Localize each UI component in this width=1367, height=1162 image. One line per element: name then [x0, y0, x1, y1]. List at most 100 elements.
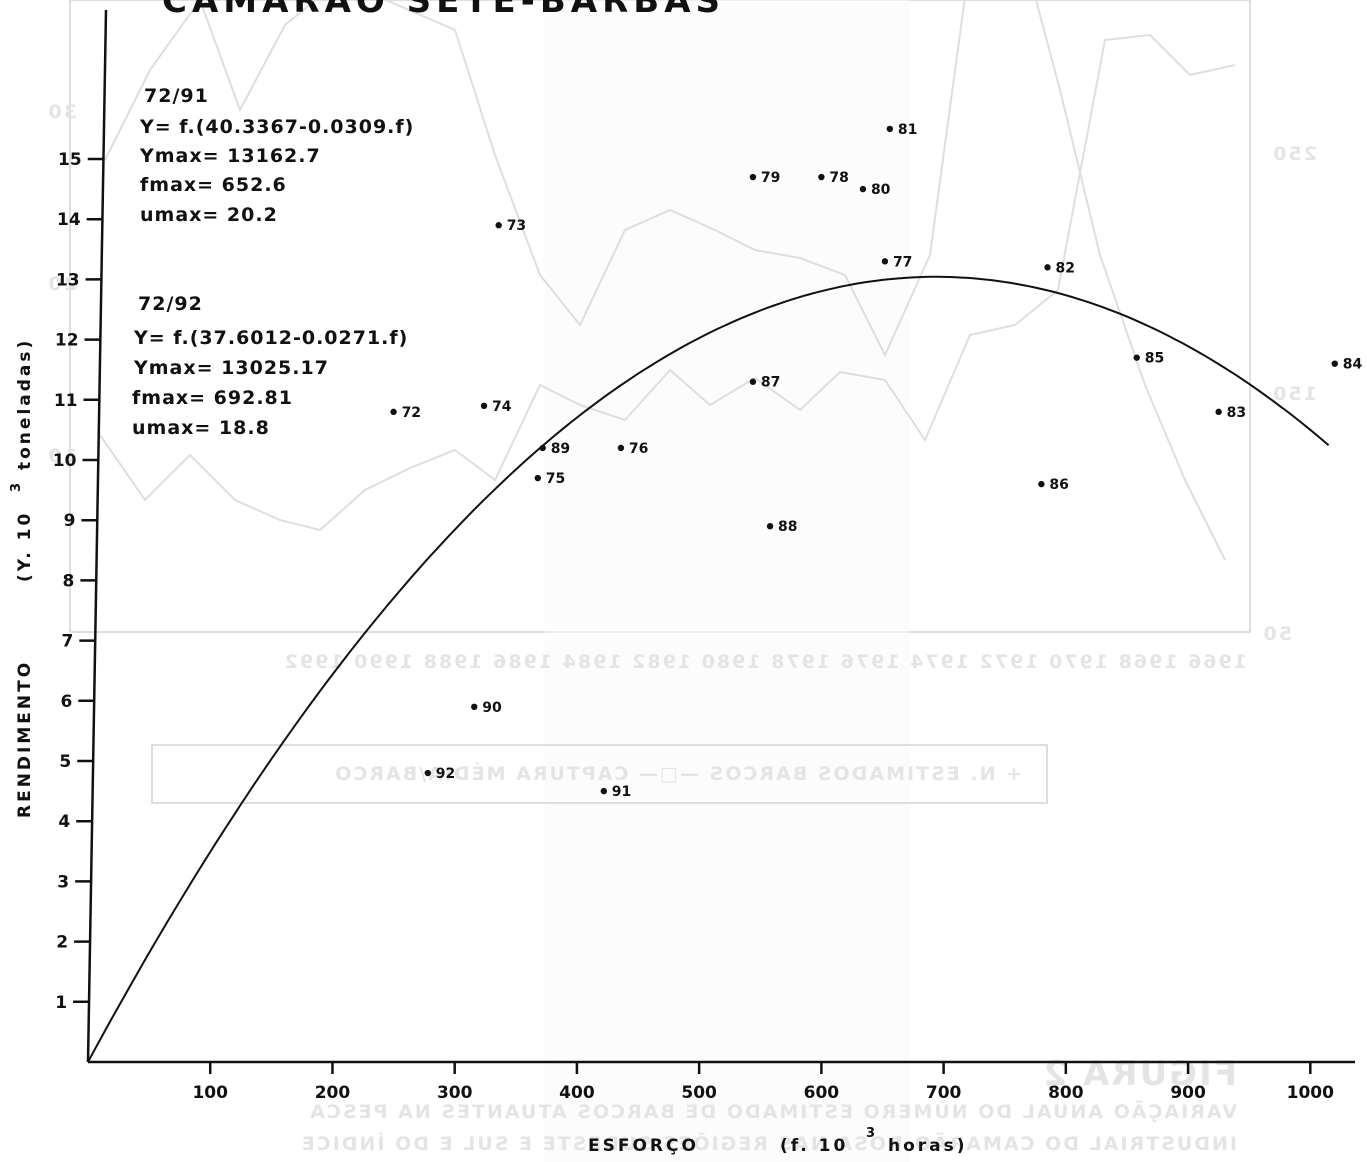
y-tick-label: 5	[59, 752, 71, 772]
data-point-88: 88	[766, 519, 798, 535]
point-label: 91	[612, 784, 631, 800]
point-label: 73	[507, 218, 526, 234]
model-umax: umax= 20.2	[140, 204, 278, 226]
model-equation: Y= f.(37.6012-0.0271.f)	[133, 327, 408, 349]
point-marker	[1331, 360, 1338, 367]
ghost-caption-title: FIGURA 2	[1042, 1054, 1237, 1094]
x-tick-label: 400	[559, 1083, 595, 1103]
point-label: 77	[893, 254, 912, 270]
point-label: 85	[1145, 351, 1164, 367]
data-point-86: 86	[1038, 477, 1069, 493]
ghost-band	[545, 0, 910, 1162]
y-tick-label: 13	[56, 270, 80, 290]
y-tick-label: 8	[63, 571, 75, 591]
data-point-79: 79	[749, 170, 780, 186]
x-axis-label-tail: horas)	[888, 1136, 968, 1156]
point-label: 82	[1056, 260, 1075, 276]
y-tick-label: 1	[55, 993, 67, 1013]
point-marker	[749, 173, 757, 181]
data-point-72: 72	[390, 405, 421, 421]
y-axis-label-unit: (Y. 10	[15, 511, 35, 582]
point-marker	[424, 769, 431, 777]
fitted-yield-curve	[87, 275, 1330, 1063]
model-ymax: Ymax= 13025.17	[133, 357, 329, 379]
point-marker	[617, 444, 625, 452]
point-label: 78	[829, 170, 848, 186]
data-point-77: 77	[881, 254, 912, 270]
point-label: 76	[629, 441, 648, 457]
x-tick-label: 300	[437, 1083, 473, 1103]
point-label: 72	[402, 405, 421, 421]
point-label: 92	[436, 766, 455, 782]
ghost-caption-line2: INDUSTRIAL DO CAMARÃO-ROSA NAS REGIÕES S…	[300, 1131, 1237, 1155]
y-axis-label-exp: 3	[9, 480, 24, 492]
x-axis-label: ESFORÇO (f. 10 3 horas)	[588, 1126, 968, 1156]
model-equation: Y= f.(40.3367-0.0309.f)	[139, 116, 414, 138]
data-point-80: 80	[859, 182, 891, 198]
y-axis-label: RENDIMENTO (Y. 10 3 toneladas)	[9, 338, 35, 818]
x-axis-label-main: ESFORÇO	[588, 1136, 699, 1156]
y-tick-label: 2	[56, 933, 68, 953]
y-tick-label: 12	[55, 331, 79, 351]
point-label: 80	[871, 182, 891, 198]
point-marker	[1038, 480, 1045, 488]
point-label: 83	[1227, 405, 1246, 421]
x-axis-label-unit: (f. 10	[780, 1136, 848, 1156]
data-point-92: 92	[424, 766, 455, 782]
data-point-73: 73	[495, 218, 526, 234]
point-marker	[766, 523, 774, 530]
ghost-right-tick-150: 150	[1271, 383, 1317, 405]
point-marker	[480, 402, 488, 410]
point-marker	[1044, 264, 1051, 271]
point-label: 90	[482, 700, 502, 716]
point-label: 84	[1343, 357, 1363, 373]
data-point-89: 89	[539, 441, 570, 457]
data-point-82: 82	[1044, 260, 1075, 276]
show-through-layer: 1966 1968 1970 1972 1974 1976 1978 1980 …	[47, 0, 1317, 1162]
ghost-left-tick-10: 10	[47, 445, 77, 467]
data-point-83: 83	[1215, 405, 1246, 421]
point-label: 79	[761, 170, 780, 186]
x-tick-label: 900	[1170, 1083, 1206, 1103]
point-marker	[600, 787, 608, 795]
data-point-85: 85	[1133, 351, 1164, 367]
data-point-76: 76	[617, 441, 648, 457]
ghost-legend: + N. ESTIMADOS BARCOS —□— CAPTURA MÉDIA/…	[333, 762, 1022, 785]
data-point-74: 74	[480, 399, 512, 415]
point-label: 89	[551, 441, 570, 457]
ghost-caption-line1: VARIAÇÃO ANUAL DO NÚMERO ESTIMADO DE BAR…	[308, 1099, 1237, 1123]
data-point-90: 90	[471, 700, 502, 716]
data-point-75: 75	[534, 471, 565, 487]
point-marker	[818, 173, 825, 181]
point-marker	[390, 408, 397, 416]
data-point-78: 78	[818, 170, 849, 186]
point-marker	[539, 444, 546, 452]
ghost-years: 1966 1968 1970 1972 1974 1976 1978 1980 …	[283, 651, 1247, 673]
y-tick-label: 11	[54, 391, 78, 411]
y-tick-label: 6	[60, 692, 72, 712]
data-point-87: 87	[749, 375, 780, 391]
point-marker	[534, 474, 542, 482]
model-72-91-annotation: 72/91 Y= f.(40.3367-0.0309.f) Ymax= 1316…	[139, 85, 414, 226]
x-tick-label: 500	[681, 1083, 717, 1103]
model-ymax: Ymax= 13162.7	[139, 145, 321, 167]
point-label: 81	[898, 122, 917, 138]
ghost-frame	[69, 0, 1251, 633]
x-tick-label: 200	[315, 1083, 351, 1103]
data-points: 72 73 74 75 76 77 78 79 80 81 82 83 84 85 86 87 88 89 90 91…	[390, 122, 1362, 800]
ghost-right-tick-250: 250	[1271, 143, 1317, 165]
ghost-right-tick-50: 50	[1262, 623, 1292, 645]
point-label: 88	[778, 519, 797, 535]
x-axis-label-exp: 3	[866, 1126, 878, 1141]
point-label: 87	[761, 375, 780, 391]
x-tick-label: 700	[926, 1083, 962, 1103]
model-umax: umax= 18.8	[132, 417, 270, 439]
ghost-series-boats	[104, 0, 1226, 561]
point-marker	[881, 258, 889, 265]
x-axis-ticks: 100 200 300 400 500 600 700 800 900 1000	[192, 1062, 1334, 1103]
point-label: 75	[546, 471, 565, 487]
x-tick-label: 100	[192, 1083, 228, 1103]
ghost-legend-box	[151, 744, 1048, 804]
